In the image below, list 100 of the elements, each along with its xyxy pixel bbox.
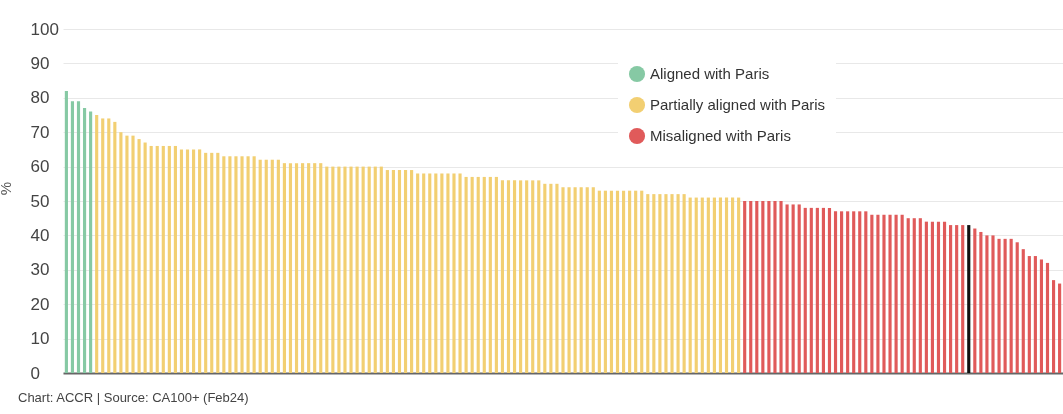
bar — [803, 207, 807, 373]
bar — [1039, 259, 1044, 373]
bar — [107, 118, 111, 373]
bar — [125, 135, 129, 373]
bar — [749, 201, 753, 373]
y-tick-label: 100 — [30, 19, 59, 39]
bar — [391, 170, 395, 373]
bar — [882, 214, 886, 373]
bar — [89, 111, 93, 373]
bar — [809, 207, 813, 373]
bar — [591, 187, 595, 373]
bar — [301, 163, 305, 373]
bar — [1003, 238, 1007, 373]
bar — [1058, 283, 1062, 373]
bar — [313, 163, 317, 373]
y-tick-label: 40 — [30, 225, 50, 245]
bar — [440, 173, 444, 373]
bar — [634, 190, 638, 373]
bar — [585, 187, 589, 373]
bar — [500, 180, 505, 373]
bar — [410, 170, 414, 373]
bar — [779, 201, 783, 373]
bar — [343, 166, 347, 373]
bar — [930, 221, 934, 373]
bar — [761, 201, 765, 373]
bar — [264, 159, 268, 373]
bar — [113, 121, 117, 373]
bar — [294, 163, 299, 373]
legend-label: Misaligned with Paris — [650, 127, 791, 144]
bar — [82, 108, 87, 373]
bar — [416, 173, 420, 373]
bar — [192, 149, 196, 373]
bar — [652, 194, 656, 373]
bar — [603, 190, 607, 373]
bar — [179, 149, 184, 373]
bar — [367, 166, 371, 373]
y-tick-label: 70 — [30, 122, 50, 142]
bar — [512, 180, 517, 373]
bar — [567, 187, 571, 373]
bar — [379, 166, 383, 373]
bar — [864, 211, 868, 373]
bar — [185, 149, 190, 373]
bar — [991, 235, 995, 373]
bar — [428, 173, 432, 373]
bar — [470, 176, 474, 373]
bar — [458, 173, 462, 373]
bar — [525, 180, 529, 373]
bar — [282, 163, 286, 373]
bar — [161, 145, 165, 373]
bar — [900, 214, 904, 373]
bar — [561, 187, 565, 373]
bar — [482, 176, 486, 373]
bar — [349, 166, 353, 373]
y-tick-label: 90 — [30, 53, 50, 73]
bar — [494, 176, 498, 373]
bar — [519, 180, 523, 373]
bar — [167, 145, 171, 373]
bar — [64, 90, 68, 373]
bar — [640, 190, 644, 373]
bar — [815, 207, 819, 373]
bar — [385, 170, 389, 373]
bar — [942, 221, 947, 373]
bar — [531, 180, 535, 373]
bar — [549, 183, 553, 373]
bar — [912, 218, 916, 373]
y-tick-label: 10 — [30, 329, 50, 349]
bar — [1015, 242, 1019, 373]
y-tick-label: 80 — [30, 88, 50, 108]
bar — [270, 159, 274, 373]
bar — [621, 190, 626, 373]
bar — [337, 166, 341, 373]
bar — [95, 115, 99, 373]
bar — [918, 218, 922, 373]
bar — [210, 152, 214, 373]
bar — [949, 225, 953, 373]
bar — [628, 190, 632, 373]
bar — [488, 176, 492, 373]
bar — [143, 142, 147, 373]
bar — [846, 211, 850, 373]
bar — [355, 166, 359, 373]
bar — [646, 194, 650, 373]
bar — [464, 176, 468, 373]
bar — [718, 197, 723, 373]
bar — [797, 204, 801, 373]
bar — [234, 156, 238, 373]
bar — [955, 225, 959, 373]
bar — [597, 190, 601, 373]
bar — [821, 207, 825, 373]
bar — [967, 225, 971, 373]
bar — [694, 197, 698, 373]
y-tick-label: 20 — [30, 294, 50, 314]
bar — [1021, 249, 1025, 373]
bar — [373, 166, 377, 373]
bar — [936, 221, 941, 373]
bar — [258, 159, 262, 373]
bar — [791, 204, 795, 373]
bar — [1009, 238, 1013, 373]
bar — [422, 173, 426, 373]
legend-label: Aligned with Paris — [650, 65, 770, 82]
bar — [579, 187, 583, 373]
